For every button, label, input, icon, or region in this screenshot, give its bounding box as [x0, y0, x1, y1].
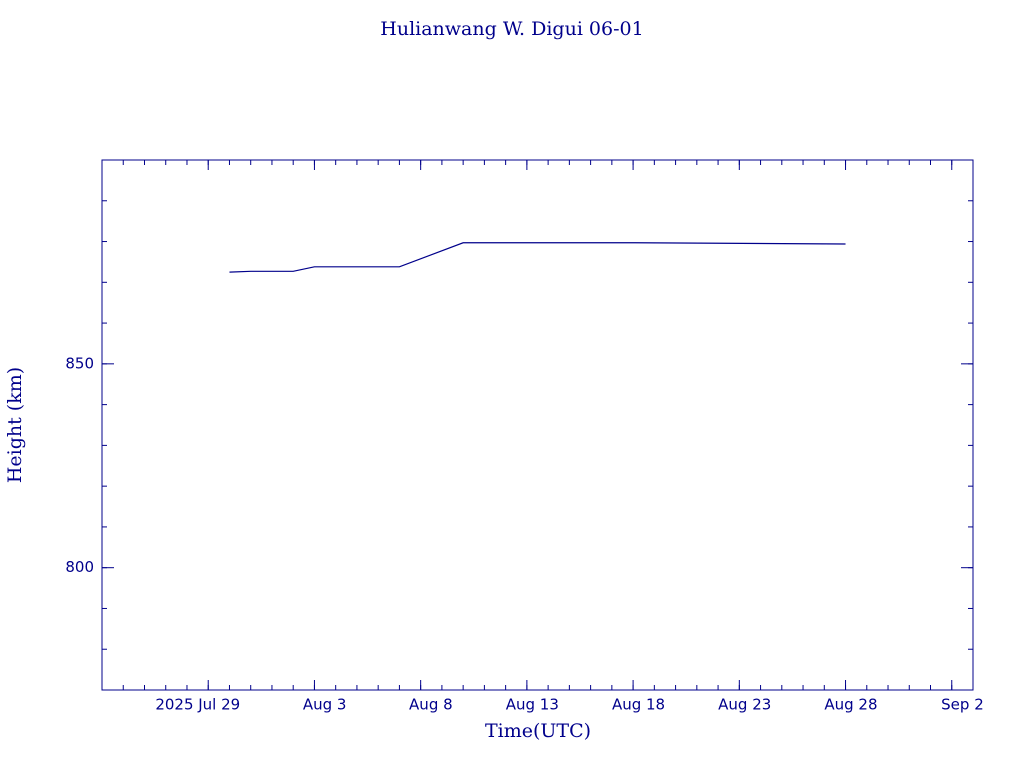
x-tick-label: Aug 13 [506, 696, 559, 714]
x-tick-label: Aug 23 [718, 696, 771, 714]
x-tick-label: Aug 28 [824, 696, 877, 714]
plot-frame [101, 159, 974, 691]
y-tick-label: 850 [65, 354, 94, 372]
x-tick-label: Aug 18 [612, 696, 665, 714]
x-tick-label: Aug 8 [409, 696, 453, 714]
data-line [229, 242, 846, 273]
y-axis-title: Height (km) [4, 367, 26, 483]
x-tick-label: Aug 3 [303, 696, 347, 714]
x-axis-title: Time(UTC) [485, 720, 591, 742]
x-tick-label: 2025 Jul 29 [155, 696, 240, 714]
chart-title: Hulianwang W. Digui 06-01 [380, 18, 643, 40]
x-tick-label: Sep 2 [941, 696, 984, 714]
y-tick-label: 800 [65, 558, 94, 576]
